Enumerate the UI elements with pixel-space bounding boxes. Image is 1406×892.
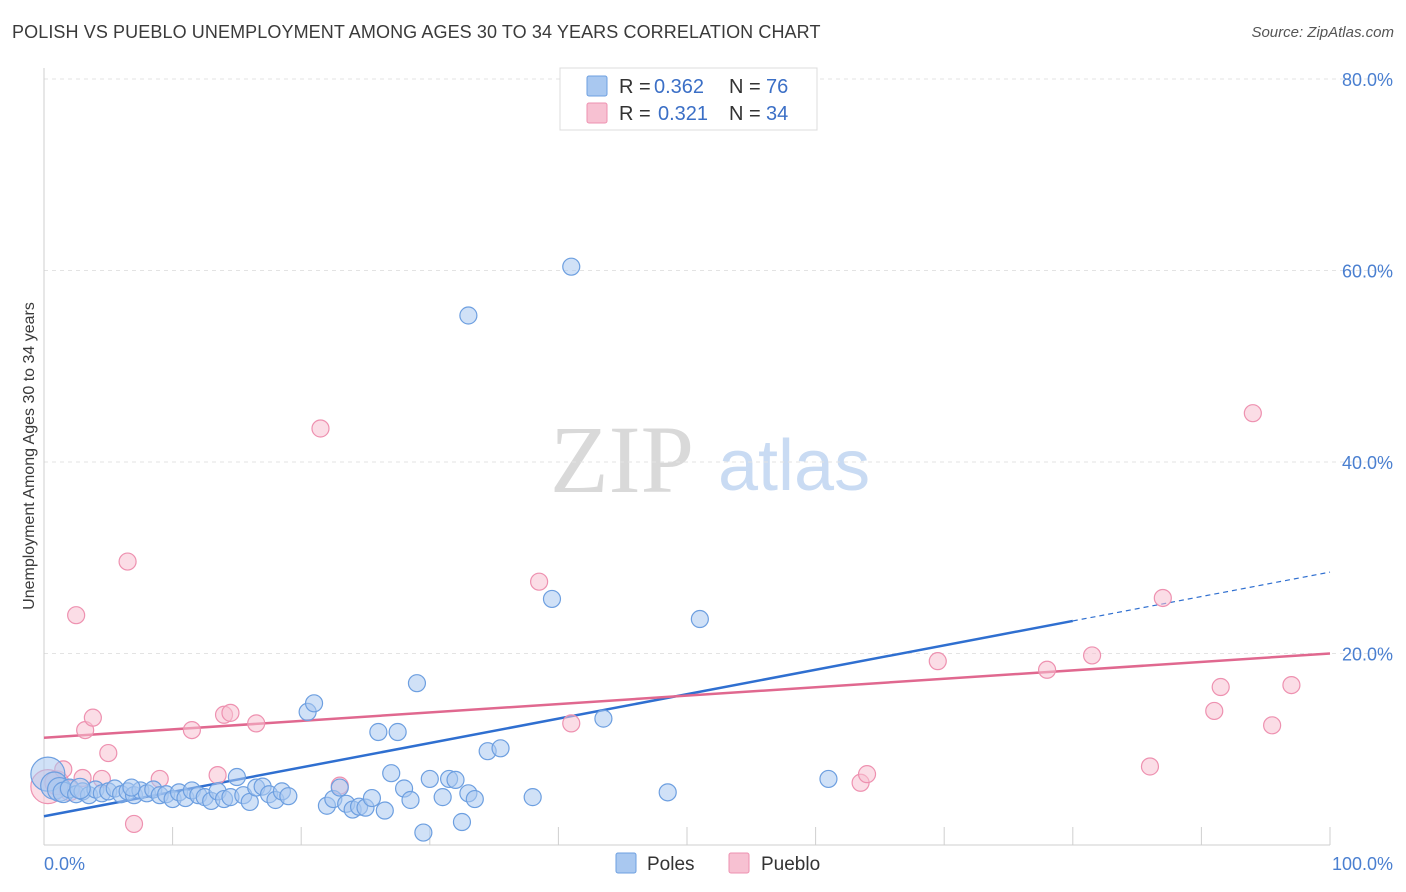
point-poles bbox=[658, 783, 677, 802]
legend-r-label-poles: R = bbox=[619, 76, 651, 98]
legend-swatch-pueblo bbox=[586, 102, 608, 124]
point-pueblo bbox=[311, 419, 330, 438]
legend-n-label-poles: N = bbox=[729, 76, 761, 98]
point-poles bbox=[594, 709, 613, 728]
point-pueblo bbox=[1243, 404, 1262, 423]
point-pueblo bbox=[99, 743, 118, 763]
bottom-legend: Poles Pueblo bbox=[615, 852, 820, 875]
legend-box: R = 0.362 N = 76 R = 0.321 N = 34 bbox=[559, 67, 818, 131]
legend-r-value-pueblo: 0.321 bbox=[658, 103, 708, 125]
point-poles bbox=[433, 788, 452, 807]
legend-n-label-pueblo: N = bbox=[729, 103, 761, 125]
watermark-atlas: atlas bbox=[718, 426, 870, 506]
point-poles bbox=[459, 306, 478, 325]
point-pueblo bbox=[1037, 660, 1057, 679]
point-poles bbox=[420, 769, 439, 789]
point-poles bbox=[375, 801, 394, 820]
point-pueblo bbox=[83, 708, 102, 727]
point-poles bbox=[401, 790, 420, 810]
point-poles bbox=[69, 777, 91, 800]
y-tick-label: 80.0% bbox=[1342, 70, 1393, 90]
point-pueblo bbox=[247, 714, 266, 733]
trend-line-pueblo bbox=[43, 652, 1331, 740]
y-tick-label: 40.0% bbox=[1342, 453, 1393, 473]
point-poles bbox=[227, 767, 246, 787]
legend-r-value-poles: 0.362 bbox=[654, 76, 704, 98]
point-pueblo bbox=[562, 714, 581, 733]
chart-title: POLISH VS PUEBLO UNEMPLOYMENT AMONG AGES… bbox=[12, 22, 821, 42]
point-pueblo bbox=[208, 766, 227, 785]
bottom-legend-swatch-poles bbox=[615, 852, 637, 874]
point-poles bbox=[465, 789, 484, 809]
legend-r-label-pueblo: R = bbox=[619, 103, 651, 125]
watermark-zip: ZIP bbox=[550, 406, 694, 513]
point-pueblo bbox=[67, 606, 86, 625]
point-poles bbox=[382, 764, 401, 783]
point-pueblo bbox=[530, 572, 549, 591]
point-poles bbox=[562, 257, 581, 276]
y-tick-label: 20.0% bbox=[1342, 645, 1393, 665]
legend-n-value-pueblo: 34 bbox=[766, 103, 788, 125]
point-pueblo bbox=[1205, 701, 1224, 721]
legend-swatch-poles bbox=[586, 75, 608, 97]
y-tick-label: 60.0% bbox=[1342, 262, 1393, 282]
point-pueblo bbox=[1282, 675, 1301, 695]
point-pueblo bbox=[221, 703, 240, 722]
point-pueblo bbox=[857, 765, 877, 784]
point-poles bbox=[330, 778, 349, 797]
point-poles bbox=[491, 739, 510, 758]
point-pueblo bbox=[118, 552, 137, 571]
point-poles bbox=[414, 823, 433, 842]
point-poles bbox=[369, 722, 388, 742]
bottom-legend-pueblo: Pueblo bbox=[761, 854, 820, 875]
point-pueblo bbox=[182, 720, 201, 740]
point-poles bbox=[388, 722, 407, 742]
point-pueblo bbox=[1263, 716, 1282, 735]
x-tick-label: 100.0% bbox=[1332, 854, 1393, 874]
x-tick-label: 0.0% bbox=[44, 854, 85, 874]
axes bbox=[43, 68, 1331, 846]
trend-extension-poles bbox=[1072, 571, 1331, 622]
point-pueblo bbox=[1140, 757, 1160, 776]
point-poles bbox=[122, 778, 141, 797]
bottom-legend-swatch-pueblo bbox=[728, 852, 750, 874]
point-pueblo bbox=[928, 652, 947, 671]
point-pueblo bbox=[124, 814, 144, 834]
point-pueblo bbox=[1153, 588, 1172, 608]
tick-labels: 20.0% 40.0% 60.0% 80.0% 0.0% 100.0% bbox=[44, 70, 1393, 874]
point-poles bbox=[362, 788, 382, 808]
grid-lines bbox=[44, 78, 1392, 654]
point-poles bbox=[690, 609, 709, 629]
point-pueblo bbox=[1211, 677, 1230, 697]
point-poles bbox=[407, 674, 427, 693]
data-points bbox=[30, 257, 1301, 842]
y-axis-label: Unemployment Among Ages 30 to 34 years bbox=[21, 302, 38, 610]
source-credit: Source: ZipAtlas.com bbox=[1251, 24, 1394, 41]
point-poles bbox=[542, 589, 562, 609]
point-poles bbox=[446, 770, 465, 789]
bottom-legend-poles: Poles bbox=[647, 854, 695, 875]
point-poles bbox=[304, 694, 324, 713]
point-poles bbox=[452, 812, 472, 832]
point-poles bbox=[523, 788, 542, 807]
point-pueblo bbox=[1082, 646, 1102, 665]
point-poles bbox=[279, 787, 298, 806]
point-poles bbox=[819, 769, 838, 789]
legend-n-value-poles: 76 bbox=[766, 76, 788, 98]
